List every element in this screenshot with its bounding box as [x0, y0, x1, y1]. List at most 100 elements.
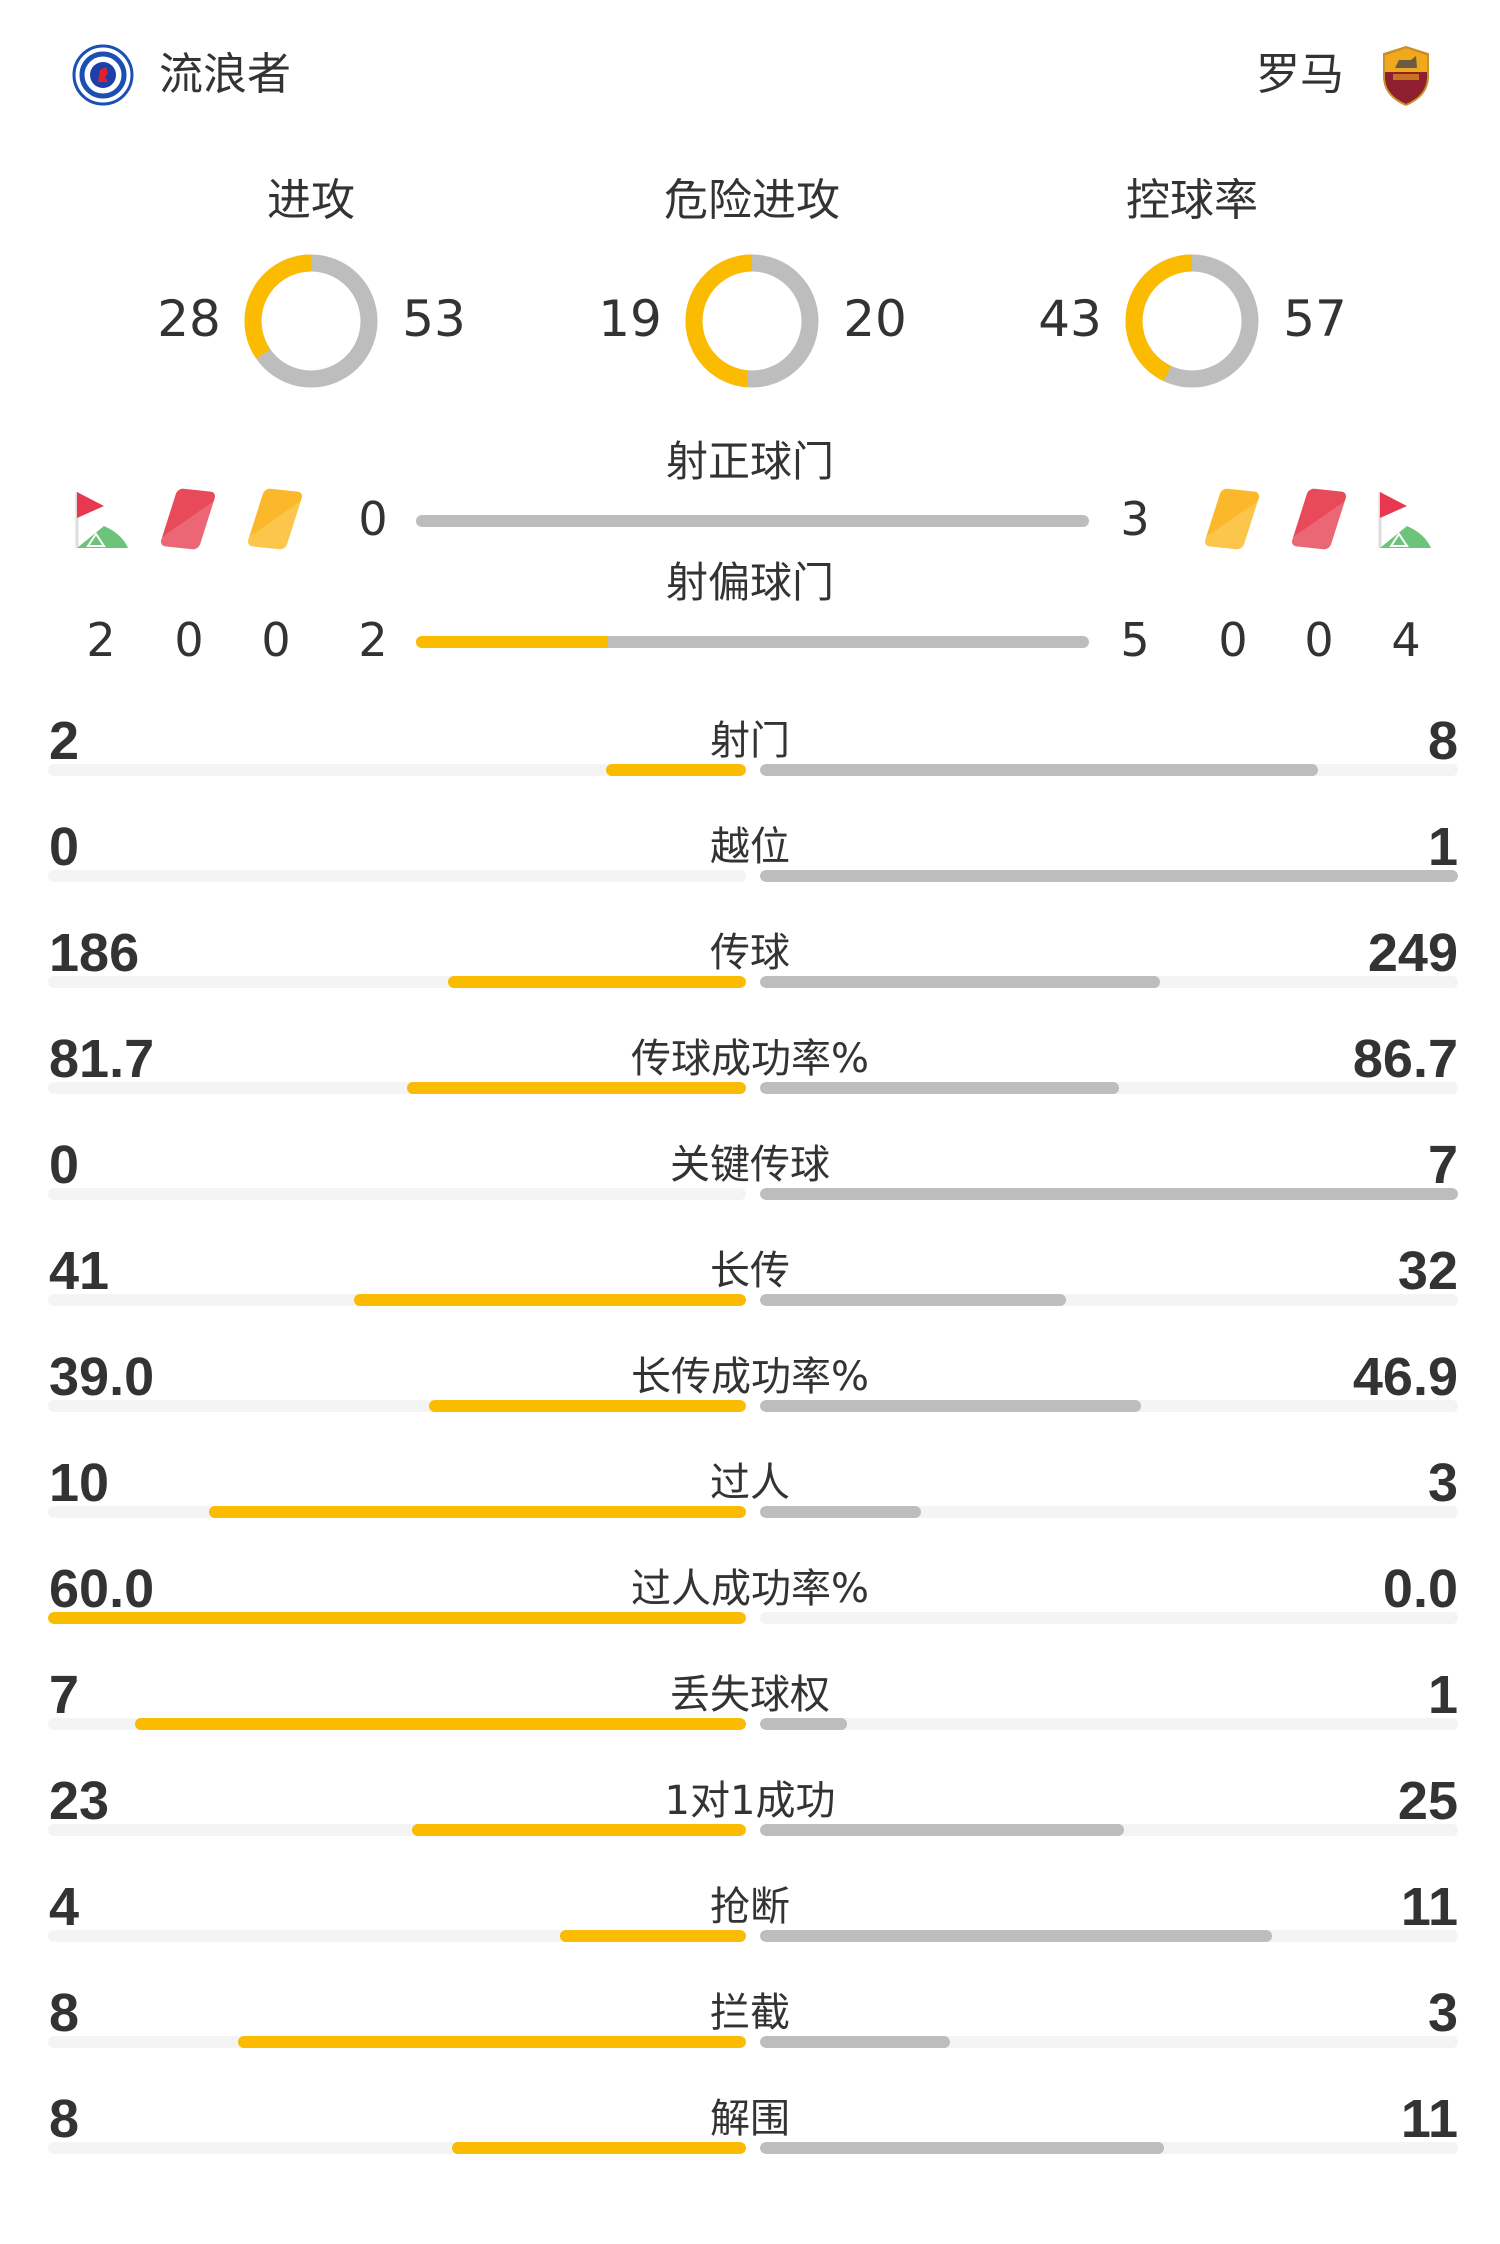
stat-home-value: 2	[49, 711, 80, 771]
stat-home-value: 186	[49, 923, 140, 983]
stat-away-bar-fill	[760, 1824, 1124, 1836]
away-corner-flag-icon	[1378, 492, 1431, 548]
stat-home-bar-fill	[452, 2142, 746, 2154]
shots-off-target-home-fill	[416, 636, 609, 648]
stat-away-bar-fill	[760, 1718, 848, 1730]
stat-home-value: 10	[49, 1453, 110, 1513]
roma-shield-icon[interactable]	[1381, 46, 1431, 106]
stat-row: 60.0 过人成功率% 0.0	[0, 1558, 1500, 1664]
donut-title: 控球率	[1126, 175, 1258, 226]
stat-home-bar-track	[48, 1612, 746, 1624]
stat-home-bar-track	[48, 2142, 746, 2154]
stat-away-value: 46.9	[1352, 1347, 1458, 1407]
stat-label: 射门	[710, 718, 790, 764]
stat-label: 长传成功率%	[630, 1354, 869, 1400]
home-shots-off-target: 2	[358, 613, 388, 667]
stat-home-bar-fill	[429, 1400, 746, 1412]
stat-away-value: 11	[1400, 1877, 1458, 1937]
stat-home-value: 60.0	[49, 1559, 155, 1619]
stat-home-value: 81.7	[49, 1029, 155, 1089]
shots-off-target-bar	[416, 636, 1089, 648]
donut-home-value: 43	[1038, 290, 1102, 348]
stat-away-bar-track	[760, 1188, 1458, 1200]
away-team-name[interactable]: 罗马	[1256, 49, 1344, 100]
shots-on-target-bar	[416, 515, 1089, 527]
stat-away-bar-track	[760, 1718, 1458, 1730]
stat-home-value: 41	[49, 1241, 110, 1301]
stat-home-bar-fill	[559, 1930, 746, 1942]
stat-away-bar-track	[760, 1294, 1458, 1306]
stat-away-bar-track	[760, 2036, 1458, 2048]
away-shots-on-target: 3	[1120, 492, 1150, 546]
stat-away-bar-track	[760, 976, 1458, 988]
stat-row: 186 传球 249	[0, 922, 1500, 1028]
stat-home-bar-track	[48, 1400, 746, 1412]
stat-label: 抢断	[710, 1884, 790, 1930]
stat-home-bar-track	[48, 1930, 746, 1942]
stat-row: 0 关键传球 7	[0, 1134, 1500, 1240]
stat-home-value: 7	[49, 1665, 80, 1725]
stat-row: 39.0 长传成功率% 46.9	[0, 1346, 1500, 1452]
stat-home-bar-fill	[48, 1612, 746, 1624]
away-yellow-cards: 0	[1218, 613, 1248, 667]
donut-chart	[685, 254, 819, 388]
home-corners: 2	[86, 613, 116, 667]
rangers-crest-icon	[72, 44, 134, 106]
stat-home-bar-fill	[209, 1506, 746, 1518]
home-team-name[interactable]: 流浪者	[159, 49, 291, 100]
stat-label: 越位	[710, 824, 790, 870]
away-shots-off-target: 5	[1120, 613, 1150, 667]
stat-away-bar-track	[760, 1082, 1458, 1094]
stat-home-bar-track	[48, 870, 746, 882]
stat-away-value: 86.7	[1352, 1029, 1458, 1089]
stat-row: 8 解围 11	[0, 2088, 1500, 2194]
donut-home-value: 28	[157, 290, 221, 348]
donut-chart	[244, 254, 378, 388]
stat-away-bar-track	[760, 870, 1458, 882]
stat-home-bar-fill	[411, 1824, 746, 1836]
away-red-cards: 0	[1304, 613, 1334, 667]
stat-away-bar-fill	[760, 870, 1458, 882]
stat-away-bar-fill	[760, 1294, 1066, 1306]
donut-home-arc	[685, 254, 819, 388]
stat-away-value: 3	[1427, 1453, 1458, 1513]
stat-label: 过人成功率%	[630, 1566, 869, 1612]
stat-away-bar-track	[760, 1400, 1458, 1412]
stat-away-value: 1	[1427, 1665, 1458, 1725]
stat-label: 传球	[710, 930, 790, 976]
stat-label: 解围	[710, 2096, 790, 2142]
donut-home-arc	[244, 254, 378, 388]
stat-away-bar-track	[760, 2142, 1458, 2154]
stat-home-value: 39.0	[49, 1347, 155, 1407]
stat-away-value: 11	[1400, 2089, 1458, 2149]
stat-away-value: 25	[1397, 1771, 1458, 1831]
stat-away-bar-fill	[760, 764, 1319, 776]
stat-label: 1对1成功	[664, 1778, 836, 1824]
away-yellow-card-icon	[1203, 488, 1261, 550]
stat-away-value: 7	[1427, 1135, 1458, 1195]
stat-away-bar-track	[760, 1612, 1458, 1624]
stat-home-bar-fill	[407, 1082, 746, 1094]
stat-row: 23 1对1成功 25	[0, 1770, 1500, 1876]
stat-away-value: 3	[1427, 1983, 1458, 2043]
shots-off-target-title: 射偏球门	[665, 558, 834, 607]
stat-away-bar-track	[760, 764, 1458, 776]
stat-label: 丢失球权	[670, 1672, 830, 1718]
stat-row: 81.7 传球成功率% 86.7	[0, 1028, 1500, 1134]
shots-on-target-title: 射正球门	[665, 437, 834, 486]
home-yellow-card-icon	[246, 488, 304, 550]
home-yellow-cards: 0	[261, 613, 291, 667]
stat-label: 关键传球	[670, 1142, 830, 1188]
stat-away-bar-fill	[760, 1082, 1120, 1094]
stat-label: 长传	[710, 1248, 790, 1294]
stat-home-bar-fill	[353, 1294, 746, 1306]
stat-home-bar-fill	[238, 2036, 746, 2048]
stat-away-value: 249	[1367, 923, 1458, 983]
stat-row: 7 丢失球权 1	[0, 1664, 1500, 1770]
donut-away-value: 57	[1283, 290, 1347, 348]
stat-row: 8 拦截 3	[0, 1982, 1500, 2088]
stat-home-value: 23	[49, 1771, 110, 1831]
stat-row: 0 越位 1	[0, 816, 1500, 922]
stat-away-bar-fill	[760, 976, 1160, 988]
stat-away-value: 8	[1427, 711, 1458, 771]
